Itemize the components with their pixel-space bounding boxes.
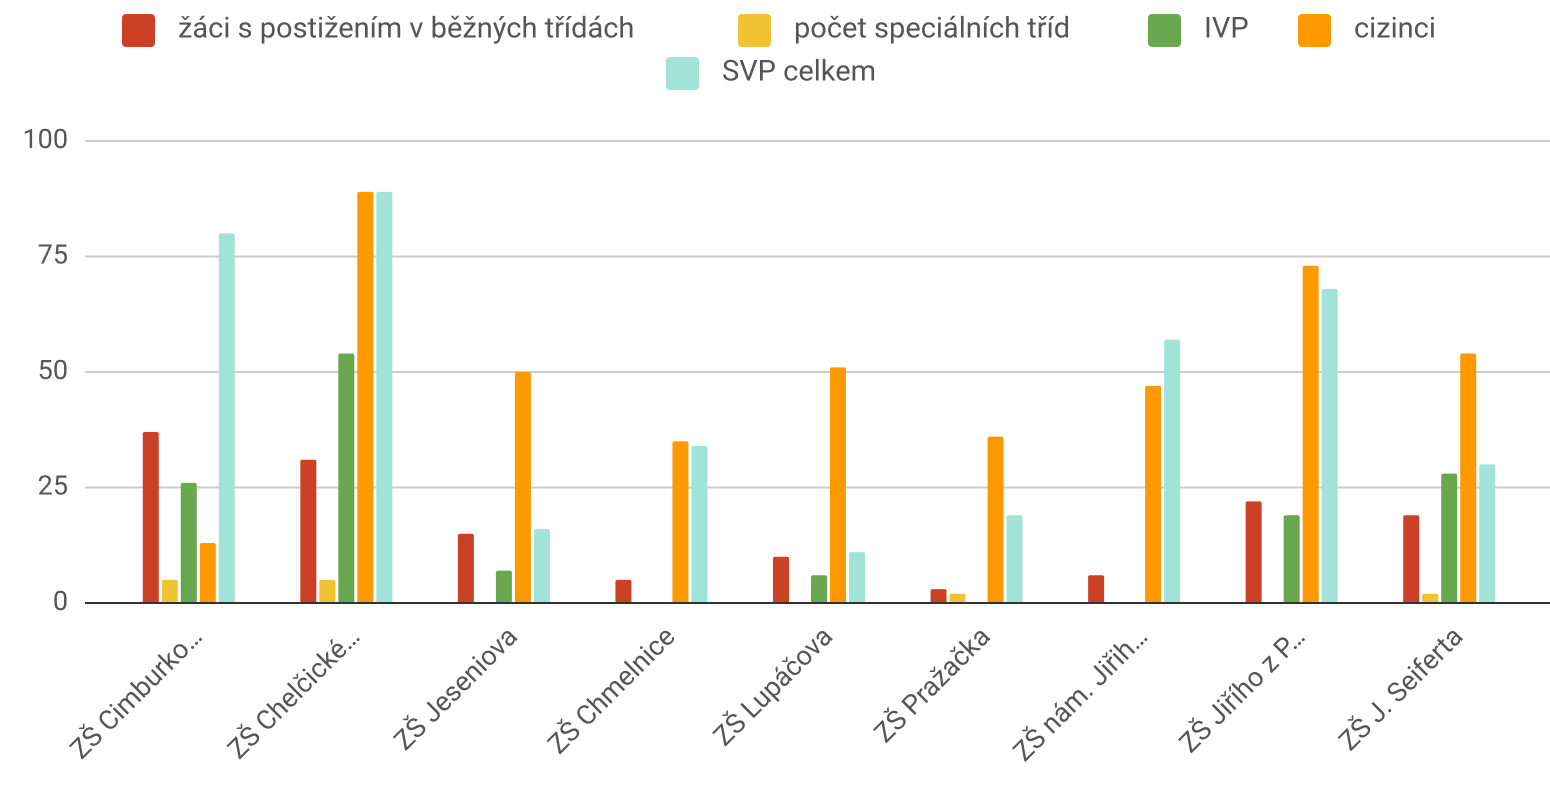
legend-label: žáci s postižením v běžných třídách [178, 12, 634, 46]
x-tick-group: ZŠ Chelčické… [221, 620, 367, 766]
legend-swatch [738, 14, 771, 47]
legend-swatch [122, 14, 155, 47]
bar [1479, 464, 1496, 603]
x-tick-label: ZŠ Cimburko… [63, 620, 209, 766]
legend-swatch [1148, 14, 1181, 47]
x-tick-label: ZŠ Lupáčova [706, 620, 839, 753]
bar [987, 436, 1004, 603]
bar [180, 482, 197, 603]
legend-swatch [666, 57, 699, 90]
x-tick-label: ZŠ Chmelnice [541, 620, 682, 761]
bar [1460, 353, 1477, 603]
bar [672, 441, 689, 603]
bar [1006, 515, 1023, 603]
x-tick-label: ZŠ Jiřího z P… [1172, 620, 1311, 759]
bar [773, 556, 789, 603]
bar [1245, 501, 1262, 603]
x-tick-label: ZŠ J. Seiferta [1332, 620, 1469, 757]
bar [338, 353, 355, 603]
bar [1145, 385, 1162, 603]
bar [1441, 473, 1458, 603]
legend-label: IVP [1204, 12, 1249, 46]
x-tick-label: ZŠ Pražačka [867, 620, 996, 749]
x-tick-label: ZŠ Jeseniova [387, 620, 524, 757]
x-tick-group: ZŠ nám. Jiřih… [1006, 620, 1154, 768]
bar [615, 579, 632, 603]
bar [457, 533, 474, 603]
y-tick-label: 75 [38, 239, 68, 271]
bar [199, 542, 216, 603]
x-tick-label: ZŠ Chelčické… [221, 620, 367, 766]
x-tick-group: ZŠ Chmelnice [541, 620, 682, 761]
bar [1164, 339, 1181, 603]
x-tick-group: ZŠ Jeseniova [387, 620, 524, 757]
bar [1422, 593, 1439, 603]
y-tick-label: 0 [53, 585, 68, 617]
bar [161, 579, 178, 603]
bar [300, 459, 317, 603]
x-tick-group: ZŠ Pražačka [867, 620, 996, 749]
bar [533, 529, 550, 603]
bar [514, 372, 531, 603]
x-tick-group: ZŠ J. Seiferta [1332, 620, 1469, 757]
legend-label: cizinci [1354, 12, 1436, 46]
bar [849, 552, 865, 603]
bar [930, 589, 947, 603]
bar [691, 445, 708, 603]
bar [830, 367, 846, 603]
bar [319, 579, 336, 603]
bar [357, 191, 374, 603]
bar [1302, 265, 1319, 603]
y-tick-label: 25 [38, 470, 68, 502]
bar [1283, 515, 1300, 603]
x-tick-group: ZŠ Jiřího z P… [1172, 620, 1311, 759]
y-tick-label: 100 [22, 123, 68, 155]
bar [949, 593, 966, 603]
legend-label: počet speciálních tříd [794, 12, 1070, 46]
x-tick-group: ZŠ Lupáčova [706, 620, 839, 753]
bar [1403, 515, 1420, 603]
bar [495, 570, 512, 603]
bar [1088, 575, 1105, 603]
bar [376, 191, 393, 603]
bar [811, 575, 827, 603]
legend-label: SVP celkem [722, 55, 876, 89]
bar [1321, 288, 1338, 603]
x-tick-label: ZŠ nám. Jiřih… [1006, 620, 1154, 768]
bar [218, 233, 235, 603]
bar [142, 432, 159, 603]
x-tick-group: ZŠ Cimburko… [63, 620, 209, 766]
legend-swatch [1298, 14, 1331, 47]
y-tick-label: 50 [38, 354, 68, 386]
